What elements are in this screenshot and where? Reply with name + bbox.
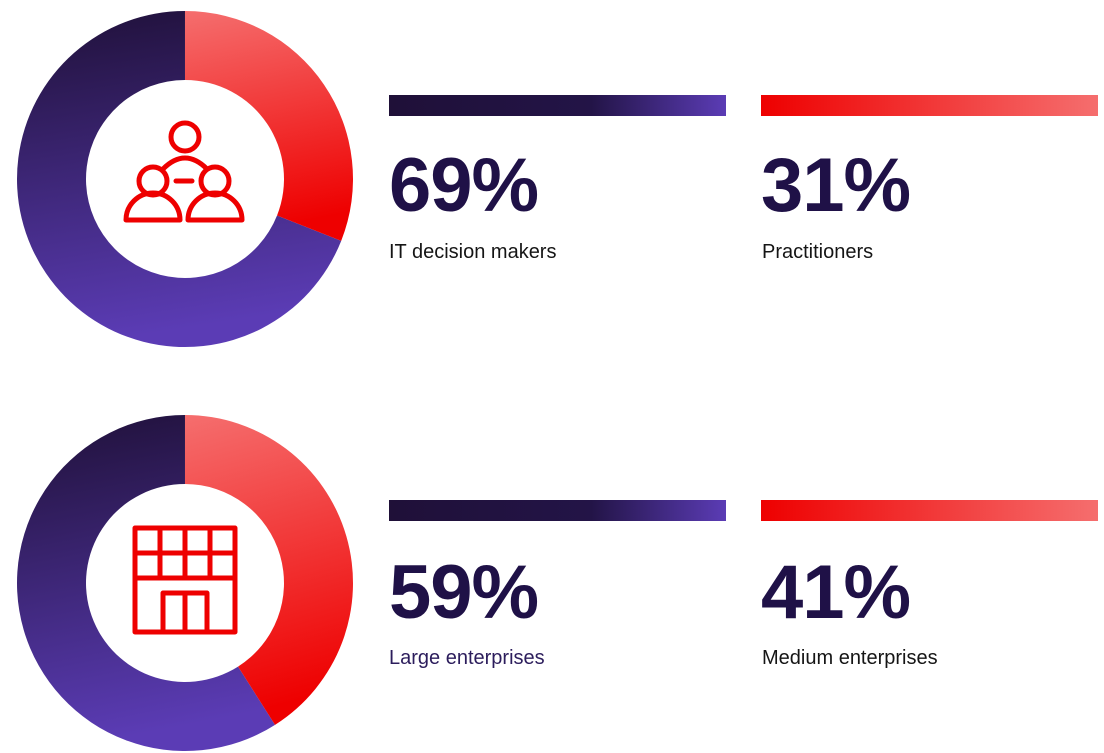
people-network-icon [123, 120, 245, 223]
donut-chart-company-size [16, 415, 354, 751]
category-label-practitioners: Practitioners [762, 241, 874, 263]
donut-chart-roles [17, 11, 353, 348]
category-label-large-enterprises: Large enterprises [389, 647, 545, 669]
donut-slice-it-decision-makers [17, 11, 342, 348]
category-label-medium-enterprises: Medium enterprises [762, 647, 938, 669]
legend-bar-large-enterprises [389, 500, 726, 521]
legend-bar-it-decision-makers [389, 95, 726, 116]
value-label-large-enterprises: 59% [389, 550, 539, 635]
donut-slice-practitioners [185, 11, 353, 241]
legend-bar-medium-enterprises [761, 500, 1098, 521]
value-label-medium-enterprises: 41% [761, 550, 911, 635]
value-label-it-decision-makers: 69% [389, 143, 539, 228]
value-label-practitioners: 31% [761, 143, 911, 228]
donut-slice-medium-enterprises [185, 415, 354, 725]
category-label-it-decision-makers: IT decision makers [389, 241, 557, 263]
legend-bar-practitioners [761, 95, 1098, 116]
building-icon [132, 525, 238, 635]
donut-slice-large-enterprises [16, 415, 276, 751]
